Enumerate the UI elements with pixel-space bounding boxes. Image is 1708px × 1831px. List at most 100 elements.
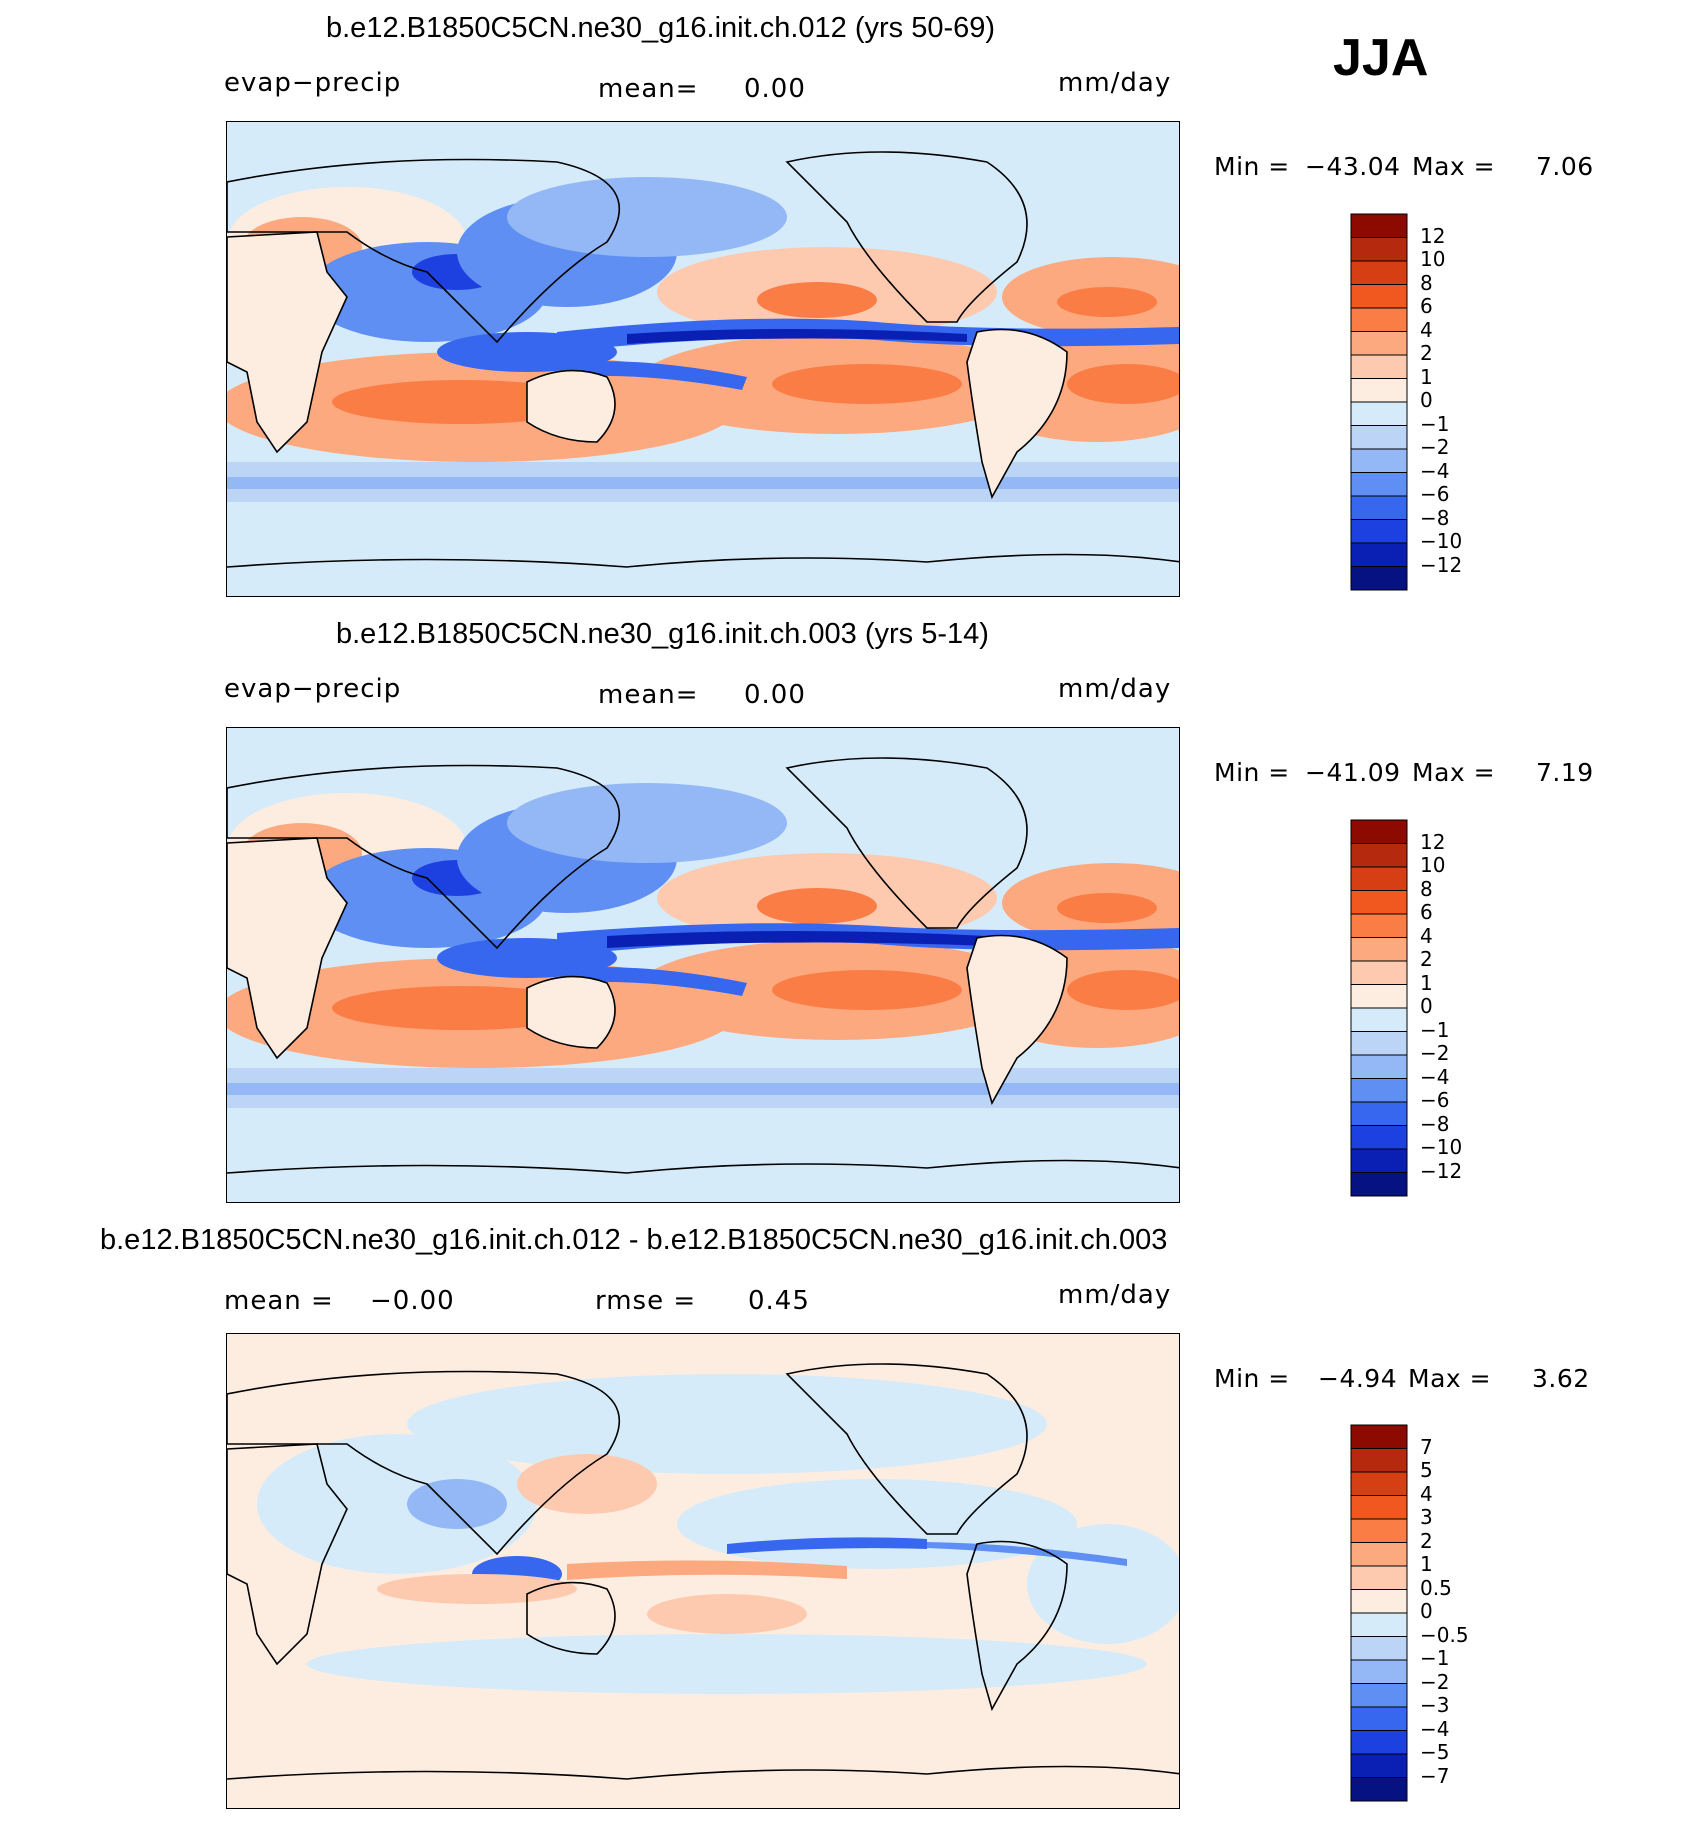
colorbar-label: 4 (1420, 317, 1433, 342)
colorbar-swatch (1350, 1448, 1408, 1473)
colorbar-swatch (1350, 1125, 1408, 1150)
colorbar-swatch (1350, 284, 1408, 309)
panel1-variable: evap−precip (224, 68, 402, 98)
panel3-max-label: Max = (1408, 1364, 1492, 1393)
panel1-title: b.e12.B1850C5CN.ne30_g16.init.ch.012 (yr… (326, 12, 996, 44)
contour-maritime-continent (437, 332, 617, 372)
colorbar-label: −2 (1420, 1041, 1450, 1065)
continent-antarctica (227, 1159, 1179, 1174)
colorbar-swatch (1350, 1730, 1408, 1755)
contour-spcz (567, 361, 747, 390)
colorbar-label: 1 (1420, 970, 1433, 995)
contour-diff-spcz-pos (647, 1594, 807, 1634)
colorbar-label: 0.5 (1420, 1575, 1452, 1600)
continent-africa (227, 837, 348, 1060)
continent-australia (526, 1581, 616, 1655)
colorbar-swatch (1350, 984, 1408, 1009)
panel3-max-value: 3.62 (1532, 1364, 1590, 1393)
colorbar-swatch (1350, 1471, 1408, 1496)
panel1-mean-value: 0.00 (744, 74, 806, 104)
panel3-mean-label: mean = (224, 1286, 334, 1316)
colorbar-swatch (1350, 1565, 1408, 1590)
contour-maritime-continent (437, 938, 617, 978)
colorbar-svg (1350, 819, 1408, 1197)
panel3-min-value: −4.94 (1318, 1364, 1398, 1393)
colorbar-label: 8 (1420, 876, 1433, 901)
continent-south-america (966, 934, 1068, 1106)
colorbar-label: −8 (1420, 1111, 1450, 1136)
colorbar-swatch (1350, 448, 1408, 473)
continent-eurasia (227, 764, 621, 950)
colorbar-label: 6 (1420, 294, 1433, 318)
panel3-min-label: Min = (1214, 1364, 1290, 1393)
contour-diff-north-neg (407, 1374, 1047, 1474)
contour-southern-ocean-2 (227, 477, 1179, 489)
contour-diff-bengal-neg (407, 1479, 507, 1529)
colorbar-label: −8 (1420, 505, 1450, 530)
colorbar-swatch (1350, 1683, 1408, 1708)
continent-africa (227, 1443, 348, 1666)
colorbar-label: −7 (1420, 1763, 1450, 1788)
continent-australia (526, 369, 616, 443)
colorbar-label: 2 (1420, 1528, 1433, 1553)
colorbar-label: 10 (1420, 853, 1446, 877)
colorbar-swatch (1350, 1054, 1408, 1079)
colorbar-swatch (1350, 378, 1408, 403)
colorbar-svg (1350, 213, 1408, 591)
continent-africa (227, 231, 348, 454)
contour-nw-pacific (507, 783, 787, 863)
colorbar-label: −4 (1420, 458, 1450, 483)
contour-itcz-core (607, 931, 987, 948)
continent-south-america (966, 328, 1068, 500)
colorbar-swatch (1350, 1101, 1408, 1126)
colorbar-label: −1 (1420, 1646, 1450, 1670)
colorbar-swatch (1350, 260, 1408, 285)
panel2-units: mm/day (1058, 674, 1172, 704)
continent-australia (526, 975, 616, 1049)
panel3-map (226, 1333, 1180, 1809)
panel2-min-value: −41.09 (1305, 758, 1401, 787)
contour-diff-south-indian-pos (377, 1574, 577, 1604)
panel1-max-label: Max = (1412, 152, 1496, 181)
contour-spcz (567, 967, 747, 996)
colorbar-label: −1 (1420, 411, 1450, 436)
panel1-mean-label: mean= (598, 74, 699, 104)
colorbar-swatch (1350, 1589, 1408, 1614)
colorbar-label: 6 (1420, 900, 1433, 924)
colorbar-swatch (1350, 495, 1408, 520)
colorbar-swatch (1350, 937, 1408, 962)
contour-diff-wpac-pos (517, 1454, 657, 1514)
panel2-mean-label: mean= (598, 680, 699, 710)
contour-diff-itcz-neg (727, 1537, 927, 1554)
contour-ne-pacific-core (757, 888, 877, 924)
colorbar-swatch (1350, 1495, 1408, 1520)
colorbar-label: 7 (1420, 1434, 1433, 1459)
colorbar-swatch (1350, 1777, 1408, 1802)
colorbar-swatch (1350, 1148, 1408, 1173)
colorbar-label: 12 (1420, 829, 1446, 854)
contour-se-pacific-core (772, 364, 962, 404)
panel1-max-value: 7.06 (1536, 152, 1594, 181)
colorbar-label: 2 (1420, 341, 1433, 365)
panel1-map (226, 121, 1180, 597)
colorbar-label: 0 (1420, 994, 1433, 1018)
contour-diff-south-neg (307, 1634, 1147, 1694)
colorbar-swatch (1350, 237, 1408, 262)
colorbar-swatch (1350, 472, 1408, 497)
panel2-mean-value: 0.00 (744, 680, 806, 710)
contour-south-atlantic-core (1067, 364, 1179, 404)
panel2-max-label: Max = (1412, 758, 1496, 787)
panel3-units: mm/day (1058, 1280, 1172, 1310)
colorbar-swatch (1350, 1659, 1408, 1684)
panel2-title: b.e12.B1850C5CN.ne30_g16.init.ch.003 (yr… (336, 618, 989, 650)
colorbar-label: −10 (1420, 1135, 1463, 1159)
colorbar-swatch (1350, 843, 1408, 868)
colorbar-swatch (1350, 566, 1408, 591)
contour-ne-pacific-core (757, 282, 877, 318)
colorbar-swatch (1350, 819, 1408, 844)
colorbar-label: 1 (1420, 1552, 1433, 1576)
colorbar-swatch (1350, 1636, 1408, 1661)
colorbar-swatch (1350, 1753, 1408, 1778)
colorbar-label: −6 (1420, 1088, 1450, 1112)
colorbar-label: 12 (1420, 223, 1446, 248)
